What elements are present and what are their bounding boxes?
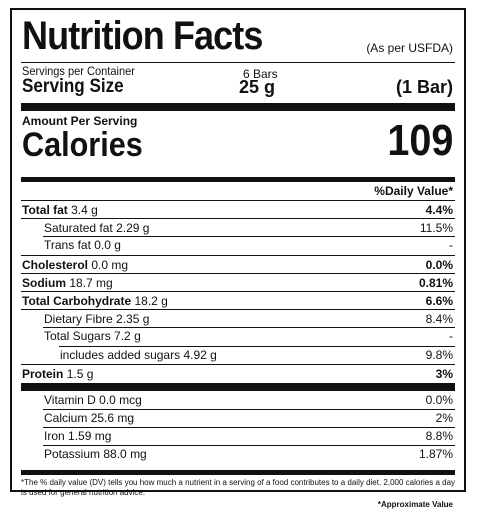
nutrient-amount: 0.0 g xyxy=(94,238,121,253)
vitamin-dv: 0.0% xyxy=(425,392,453,407)
nutrient-amount: 7.2 g xyxy=(114,329,141,344)
nutrient-row-dietary-fibre: Dietary Fibre 2.35 g 8.4% xyxy=(21,309,455,327)
nutrition-facts-label: Nutrition Facts (As per USFDA) Servings … xyxy=(10,8,466,509)
vitamin-name: Potassium xyxy=(44,447,101,462)
amount-per-serving-label: Amount Per Serving xyxy=(22,114,138,128)
nutrient-name: Sodium xyxy=(22,275,66,290)
nutrient-name: Total fat xyxy=(22,203,68,217)
nutrient-amount: 0.0 mg xyxy=(91,257,129,272)
serving-info: Servings per Container 6 Bars Serving Si… xyxy=(21,62,455,103)
nutrient-amount: 2.29 g xyxy=(116,221,150,236)
nutrient-row-cholesterol: Cholesterol 0.0 mg 0.0% xyxy=(21,254,455,273)
nutrient-name: includes added sugars xyxy=(60,347,181,362)
nutrient-amount: 3.4 g xyxy=(71,203,98,217)
vitamin-amount: 1.59 mg xyxy=(68,429,112,444)
servings-per-container-value: 6 Bars xyxy=(243,67,278,81)
calories-value: 109 xyxy=(386,116,453,165)
nutrient-dv: - xyxy=(449,238,453,253)
approximate-value-note: *Approximate Value xyxy=(377,499,453,509)
medium-divider xyxy=(21,177,455,182)
nutrient-row-total-fat: Total fat 3.4 g 4.4% xyxy=(21,200,455,218)
thick-divider xyxy=(21,382,455,391)
vitamin-name: Iron xyxy=(44,429,65,444)
vitamin-row-potassium: Potassium 88.0 mg 1.87% xyxy=(21,445,455,463)
vitamin-name: Calcium xyxy=(44,411,88,426)
nutrient-dv: 8.4% xyxy=(425,312,453,327)
nutrient-amount: 18.2 g xyxy=(134,293,168,308)
serving-size-unit: (1 Bar) xyxy=(395,77,453,97)
nutrient-name: Trans fat xyxy=(44,238,91,253)
nutrient-name: Saturated fat xyxy=(44,221,113,236)
nutrient-dv: 9.8% xyxy=(425,347,453,362)
vitamin-amount: 0.0 mcg xyxy=(99,392,142,407)
nutrient-row-trans-fat: Trans fat 0.0 g - xyxy=(21,236,455,254)
vitamin-dv: 1.87% xyxy=(418,447,453,462)
vitamin-dv: 2% xyxy=(435,411,453,426)
nutrient-name: Protein xyxy=(22,366,64,381)
nutrient-amount: 4.92 g xyxy=(183,347,217,362)
servings-per-container-label: Servings per Container xyxy=(22,64,135,78)
standard-note: (As per USFDA) xyxy=(366,41,453,55)
serving-size-value: 25 g xyxy=(239,77,276,97)
nutrient-dv: 0.81% xyxy=(418,275,453,290)
footnote-text: *The % daily value (DV) tells you how mu… xyxy=(21,477,456,497)
nutrient-row-total-sugars: Total Sugars 7.2 g - xyxy=(21,327,455,345)
vitamin-amount: 25.6 mg xyxy=(90,411,135,426)
vitamin-dv: 8.8% xyxy=(425,429,453,444)
nutrient-amount: 1.5 g xyxy=(66,366,94,381)
vitamin-row-iron: Iron 1.59 mg 8.8% xyxy=(21,427,455,445)
page-title: Nutrition Facts xyxy=(22,14,263,58)
nutrient-dv: 0.0% xyxy=(425,257,453,272)
nutrient-row-protein: Protein 1.5 g 3% xyxy=(21,363,455,382)
vitamin-name: Vitamin D xyxy=(44,392,96,407)
nutrient-dv: - xyxy=(449,329,453,344)
nutrient-amount: 18.7 mg xyxy=(69,275,113,290)
nutrient-dv: 11.5% xyxy=(419,221,453,236)
serving-size-label: Serving Size xyxy=(22,76,124,97)
nutrient-name: Dietary Fibre xyxy=(44,312,113,327)
vitamin-row-vitamin-d: Vitamin D 0.0 mcg 0.0% xyxy=(21,391,455,409)
vitamins-section: Vitamin D 0.0 mcg 0.0% Calcium 25.6 mg 2… xyxy=(21,391,455,464)
nutrient-dv: 6.6% xyxy=(425,293,453,308)
vitamin-amount: 88.0 mg xyxy=(103,447,147,462)
footnote: *The % daily value (DV) tells you how mu… xyxy=(21,469,456,509)
calories-label: Calories xyxy=(22,126,143,164)
nutrient-row-sodium: Sodium 18.7 mg 0.81% xyxy=(21,272,455,291)
calories-row: Amount Per Serving Calories 109 xyxy=(21,111,455,177)
daily-value-header: %Daily Value* xyxy=(374,184,453,198)
nutrient-name: Cholesterol xyxy=(22,257,89,272)
nutrient-dv: 3% xyxy=(435,366,453,381)
nutrient-name: Total Carbohydrate xyxy=(22,293,132,308)
nutrient-dv: 4.4% xyxy=(425,203,453,217)
vitamin-row-calcium: Calcium 25.6 mg 2% xyxy=(21,409,455,427)
nutrient-name: Total Sugars xyxy=(44,329,111,344)
title-row: Nutrition Facts (As per USFDA) xyxy=(21,10,455,62)
thick-divider xyxy=(21,103,455,111)
nutrient-row-added-sugars: includes added sugars 4.92 g 9.8% xyxy=(21,345,455,364)
nutrient-amount: 2.35 g xyxy=(116,312,150,327)
nutrient-row-saturated-fat: Saturated fat 2.29 g 11.5% xyxy=(21,218,455,236)
nutrient-row-total-carbohydrate: Total Carbohydrate 18.2 g 6.6% xyxy=(21,290,455,309)
